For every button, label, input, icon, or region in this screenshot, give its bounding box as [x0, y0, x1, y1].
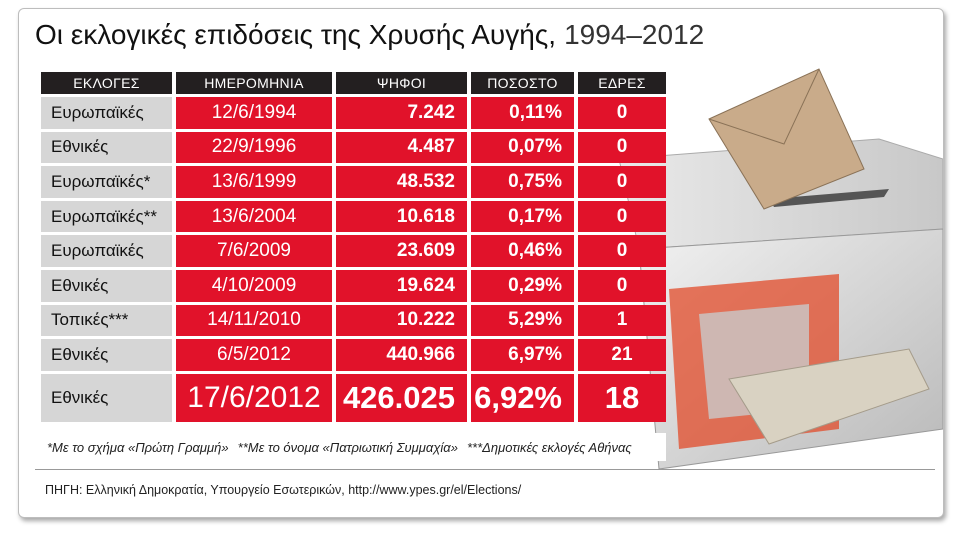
title-years: 1994–2012: [564, 19, 705, 50]
table-row: Ευρωπαϊκές 7/6/2009 23.609 0,46% 0: [41, 235, 666, 267]
seats: 0: [578, 97, 666, 129]
source: ΠΗΓΗ: Ελληνική Δημοκρατία, Υπουργείο Εσω…: [45, 483, 522, 497]
column-header: ΕΔΡΕΣ: [578, 72, 666, 94]
footnote: **Με το όνομα «Πατριωτική Συμμαχία»: [237, 439, 458, 455]
date: 17/6/2012: [176, 373, 332, 422]
percentage: 0,75%: [471, 166, 574, 198]
date: 13/6/1999: [176, 166, 332, 198]
column-header: ΠΟΣΟΣΤΟ: [471, 72, 574, 94]
footnotes: *Με το σχήμα «Πρώτη Γραμμή» **Με το όνομα…: [41, 433, 666, 461]
election-type: Εθνικές: [41, 270, 172, 302]
votes: 10.222: [336, 304, 467, 337]
percentage: 0,17%: [471, 200, 574, 233]
separator: [35, 469, 935, 470]
header-row: ΕΚΛΟΓΕΣ ΗΜΕΡΟΜΗΝΙΑ ΨΗΦΟΙ ΠΟΣΟΣΤΟ ΕΔΡΕΣ: [41, 72, 666, 94]
table-row: Ευρωπαϊκές 12/6/1994 7.242 0,11% 0: [41, 97, 666, 129]
votes: 4.487: [336, 131, 467, 164]
infographic-frame: Οι εκλογικές επιδόσεις της Χρυσής Αυγής,…: [18, 8, 944, 518]
election-type: Τοπικές***: [41, 304, 172, 337]
votes: 426.025: [336, 373, 467, 422]
title: Οι εκλογικές επιδόσεις της Χρυσής Αυγής,…: [35, 19, 704, 51]
seats: 0: [578, 200, 666, 233]
table-row: Εθνικές 17/6/2012 426.025 6,92% 18: [41, 373, 666, 422]
percentage: 5,29%: [471, 304, 574, 337]
votes: 48.532: [336, 166, 467, 198]
percentage: 6,97%: [471, 339, 574, 371]
election-type: Ευρωπαϊκές*: [41, 166, 172, 198]
votes: 10.618: [336, 200, 467, 233]
percentage: 0,29%: [471, 270, 574, 302]
footnote: *Με το σχήμα «Πρώτη Γραμμή»: [47, 439, 229, 455]
percentage: 0,46%: [471, 235, 574, 267]
seats: 1: [578, 304, 666, 337]
election-type: Ευρωπαϊκές: [41, 97, 172, 129]
date: 7/6/2009: [176, 235, 332, 267]
votes: 19.624: [336, 270, 467, 302]
seats: 0: [578, 166, 666, 198]
votes: 440.966: [336, 339, 467, 371]
percentage: 0,11%: [471, 97, 574, 129]
votes: 7.242: [336, 97, 467, 129]
percentage: 6,92%: [471, 373, 574, 422]
seats: 21: [578, 339, 666, 371]
table-row: Εθνικές 4/10/2009 19.624 0,29% 0: [41, 270, 666, 302]
date: 12/6/1994: [176, 97, 332, 129]
votes: 23.609: [336, 235, 467, 267]
column-header: ΕΚΛΟΓΕΣ: [41, 72, 172, 94]
seats: 18: [578, 373, 666, 422]
election-type: Εθνικές: [41, 339, 172, 371]
table-row: Εθνικές 22/9/1996 4.487 0,07% 0: [41, 131, 666, 164]
seats: 0: [578, 235, 666, 267]
date: 6/5/2012: [176, 339, 332, 371]
date: 14/11/2010: [176, 304, 332, 337]
date: 13/6/2004: [176, 200, 332, 233]
column-header: ΨΗΦΟΙ: [336, 72, 467, 94]
election-type: Εθνικές: [41, 373, 172, 422]
footnote: ***Δημοτικές εκλογές Αθήνας: [466, 439, 632, 455]
table-row: Εθνικές 6/5/2012 440.966 6,97% 21: [41, 339, 666, 371]
seats: 0: [578, 270, 666, 302]
table-row: Ευρωπαϊκές** 13/6/2004 10.618 0,17% 0: [41, 200, 666, 233]
table-row: Ευρωπαϊκές* 13/6/1999 48.532 0,75% 0: [41, 166, 666, 198]
election-type: Ευρωπαϊκές**: [41, 200, 172, 233]
table-row: Τοπικές*** 14/11/2010 10.222 5,29% 1: [41, 304, 666, 337]
date: 4/10/2009: [176, 270, 332, 302]
percentage: 0,07%: [471, 131, 574, 164]
title-text: Οι εκλογικές επιδόσεις της Χρυσής Αυγής,: [35, 19, 557, 50]
election-type: Ευρωπαϊκές: [41, 235, 172, 267]
column-header: ΗΜΕΡΟΜΗΝΙΑ: [176, 72, 332, 94]
date: 22/9/1996: [176, 131, 332, 164]
ballot-box-illustration: [618, 68, 943, 470]
election-type: Εθνικές: [41, 131, 172, 164]
seats: 0: [578, 131, 666, 164]
